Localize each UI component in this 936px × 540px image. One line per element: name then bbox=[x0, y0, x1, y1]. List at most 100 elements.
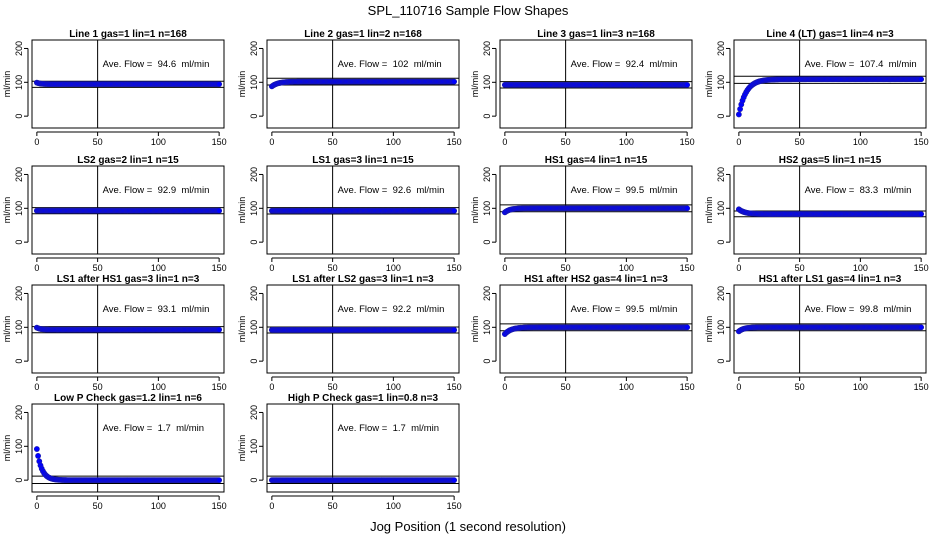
x-tick-label: 100 bbox=[853, 137, 868, 147]
data-series bbox=[268, 327, 458, 333]
y-tick-label: 100 bbox=[716, 75, 726, 90]
y-tick-label: 100 bbox=[482, 75, 492, 90]
y-axis: 0 100 200 ml/min bbox=[2, 41, 29, 119]
x-tick-label: 50 bbox=[795, 382, 805, 392]
y-tick-label: 100 bbox=[482, 320, 492, 335]
y-axis-label: ml/min bbox=[237, 316, 247, 343]
data-point bbox=[35, 452, 41, 459]
y-axis: 0 100 200 ml/min bbox=[237, 286, 264, 364]
y-axis-label: ml/min bbox=[2, 197, 12, 224]
data-series bbox=[33, 324, 223, 333]
ave-flow-annotation: Ave. Flow = 92.9 ml/min bbox=[103, 185, 210, 196]
panel-title: LS2 gas=2 lin=1 n=15 bbox=[77, 155, 179, 166]
plot-frame bbox=[733, 165, 927, 255]
x-tick-label: 0 bbox=[34, 501, 39, 511]
plot-area bbox=[32, 404, 224, 492]
y-axis-label: ml/min bbox=[704, 71, 714, 98]
data-point bbox=[216, 477, 223, 484]
plot-area bbox=[32, 166, 224, 254]
ave-flow-annotation: Ave. Flow = 99.5 ml/min bbox=[571, 185, 678, 196]
plot-area bbox=[734, 40, 926, 128]
y-tick-label: 0 bbox=[482, 114, 492, 119]
x-tick-label: 150 bbox=[212, 382, 227, 392]
plot-frame bbox=[733, 39, 927, 129]
y-axis: 0 100 200 ml/min bbox=[237, 405, 264, 483]
y-tick-label: 100 bbox=[716, 201, 726, 216]
y-axis-label: ml/min bbox=[237, 71, 247, 98]
x-axis: 0 50 100 150 bbox=[269, 257, 462, 273]
y-tick-label: 100 bbox=[14, 75, 24, 90]
y-tick-label: 0 bbox=[716, 114, 726, 119]
ave-flow-annotation: Ave. Flow = 107.4 ml/min bbox=[805, 59, 917, 70]
y-axis-label: ml/min bbox=[237, 197, 247, 224]
x-tick-label: 0 bbox=[269, 263, 274, 273]
x-tick-label: 50 bbox=[93, 263, 103, 273]
panel-title: Line 4 (LT) gas=1 lin=4 n=3 bbox=[766, 29, 894, 40]
y-tick-label: 0 bbox=[482, 240, 492, 245]
x-tick-label: 0 bbox=[502, 263, 507, 273]
y-tick-label: 0 bbox=[249, 478, 259, 483]
x-tick-label: 0 bbox=[502, 382, 507, 392]
y-axis: 0 100 200 ml/min bbox=[470, 286, 497, 364]
x-tick-label: 0 bbox=[34, 137, 39, 147]
plot-frame bbox=[31, 284, 225, 374]
x-tick-label: 100 bbox=[386, 263, 401, 273]
data-series bbox=[33, 207, 223, 214]
x-tick-label: 0 bbox=[269, 501, 274, 511]
data-series bbox=[33, 446, 223, 484]
data-point bbox=[33, 446, 40, 452]
plot-area bbox=[32, 40, 224, 128]
ave-flow-annotation: Ave. Flow = 99.8 ml/min bbox=[805, 304, 912, 315]
panel-5: LS2 gas=2 lin=1 n=15 0 50 100 150 0 100 200 ml/m… bbox=[2, 155, 227, 273]
y-axis-label: ml/min bbox=[470, 197, 480, 224]
panel-title: HS2 gas=5 lin=1 n=15 bbox=[779, 155, 882, 166]
data-point bbox=[216, 326, 223, 333]
panel-4: Line 4 (LT) gas=1 lin=4 n=3 0 50 100 150 0 100… bbox=[704, 29, 929, 147]
panel-11: HS1 after HS2 gas=4 lin=1 n=3 0 50 100 150 0 1… bbox=[470, 274, 695, 392]
x-axis: 0 50 100 150 bbox=[502, 131, 695, 147]
x-axis: 0 50 100 150 bbox=[736, 257, 929, 273]
y-tick-label: 200 bbox=[249, 286, 259, 301]
y-axis-label: ml/min bbox=[470, 316, 480, 343]
y-tick-label: 200 bbox=[14, 167, 24, 182]
plot-frame bbox=[266, 39, 460, 129]
data-point bbox=[684, 205, 691, 212]
y-tick-label: 0 bbox=[249, 114, 259, 119]
y-tick-label: 200 bbox=[482, 286, 492, 301]
plot-area bbox=[500, 285, 692, 373]
x-axis: 0 50 100 150 bbox=[736, 131, 929, 147]
y-tick-label: 200 bbox=[716, 41, 726, 56]
x-axis: 0 50 100 150 bbox=[502, 257, 695, 273]
x-tick-label: 0 bbox=[736, 382, 741, 392]
x-axis: 0 50 100 150 bbox=[34, 376, 227, 392]
y-tick-label: 100 bbox=[14, 201, 24, 216]
y-tick-label: 200 bbox=[482, 41, 492, 56]
ave-flow-annotation: Ave. Flow = 102 ml/min bbox=[338, 59, 442, 70]
panel-title: HS1 after LS1 gas=4 lin=1 n=3 bbox=[759, 274, 902, 285]
plot-area bbox=[267, 166, 459, 254]
data-series bbox=[501, 205, 691, 216]
y-axis-label: ml/min bbox=[2, 435, 12, 462]
panel-14: High P Check gas=1 lin=0.8 n=30 50 100 1500… bbox=[237, 393, 462, 511]
ave-flow-annotation: Ave. Flow = 1.7 ml/min bbox=[338, 423, 439, 434]
x-tick-label: 150 bbox=[447, 263, 462, 273]
y-axis-label: ml/min bbox=[237, 435, 247, 462]
y-tick-label: 100 bbox=[716, 320, 726, 335]
data-point bbox=[451, 477, 458, 484]
y-tick-label: 200 bbox=[249, 41, 259, 56]
x-tick-label: 50 bbox=[93, 137, 103, 147]
y-tick-label: 0 bbox=[14, 359, 24, 364]
x-tick-label: 50 bbox=[328, 501, 338, 511]
panel-title: LS1 after HS1 gas=3 lin=1 n=3 bbox=[57, 274, 200, 285]
panel-9: LS1 after HS1 gas=3 lin=1 n=3 0 50 100 150 0 1… bbox=[2, 274, 227, 392]
ave-flow-annotation: Ave. Flow = 1.7 ml/min bbox=[103, 423, 204, 434]
data-point bbox=[918, 211, 925, 217]
y-axis-label: ml/min bbox=[704, 316, 714, 343]
y-axis: 0 100 200 ml/min bbox=[2, 286, 29, 364]
y-tick-label: 100 bbox=[14, 439, 24, 454]
x-tick-label: 0 bbox=[269, 382, 274, 392]
x-tick-label: 150 bbox=[914, 263, 929, 273]
y-tick-label: 200 bbox=[249, 167, 259, 182]
y-tick-label: 100 bbox=[249, 439, 259, 454]
